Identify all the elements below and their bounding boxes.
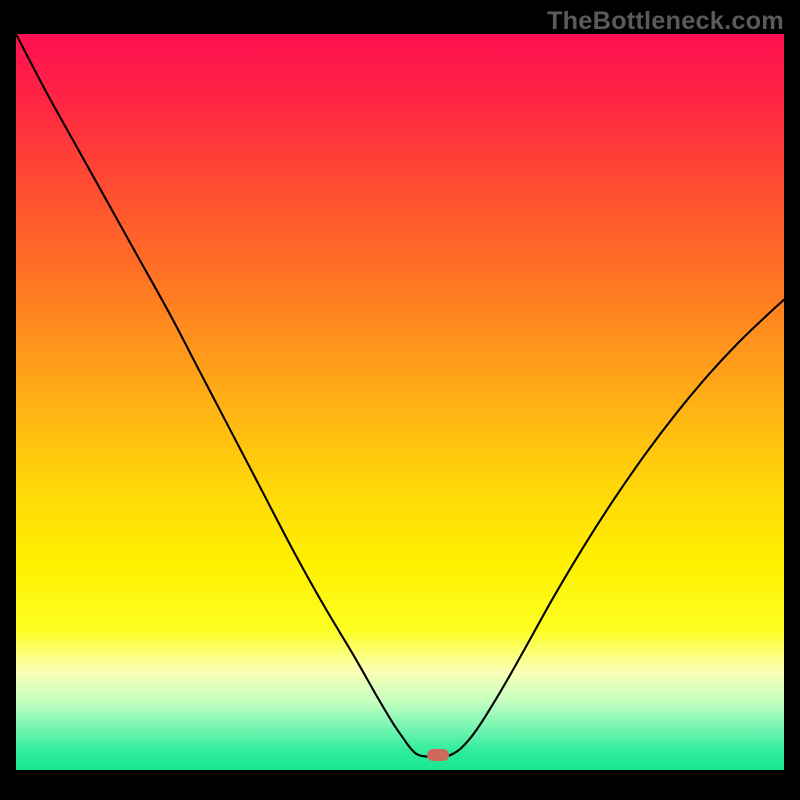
plot-area	[16, 34, 784, 770]
watermark-text: TheBottleneck.com	[547, 7, 784, 36]
optimal-point-marker	[427, 749, 449, 761]
bottleneck-curve	[16, 34, 784, 770]
chart-frame: TheBottleneck.com	[0, 0, 800, 800]
